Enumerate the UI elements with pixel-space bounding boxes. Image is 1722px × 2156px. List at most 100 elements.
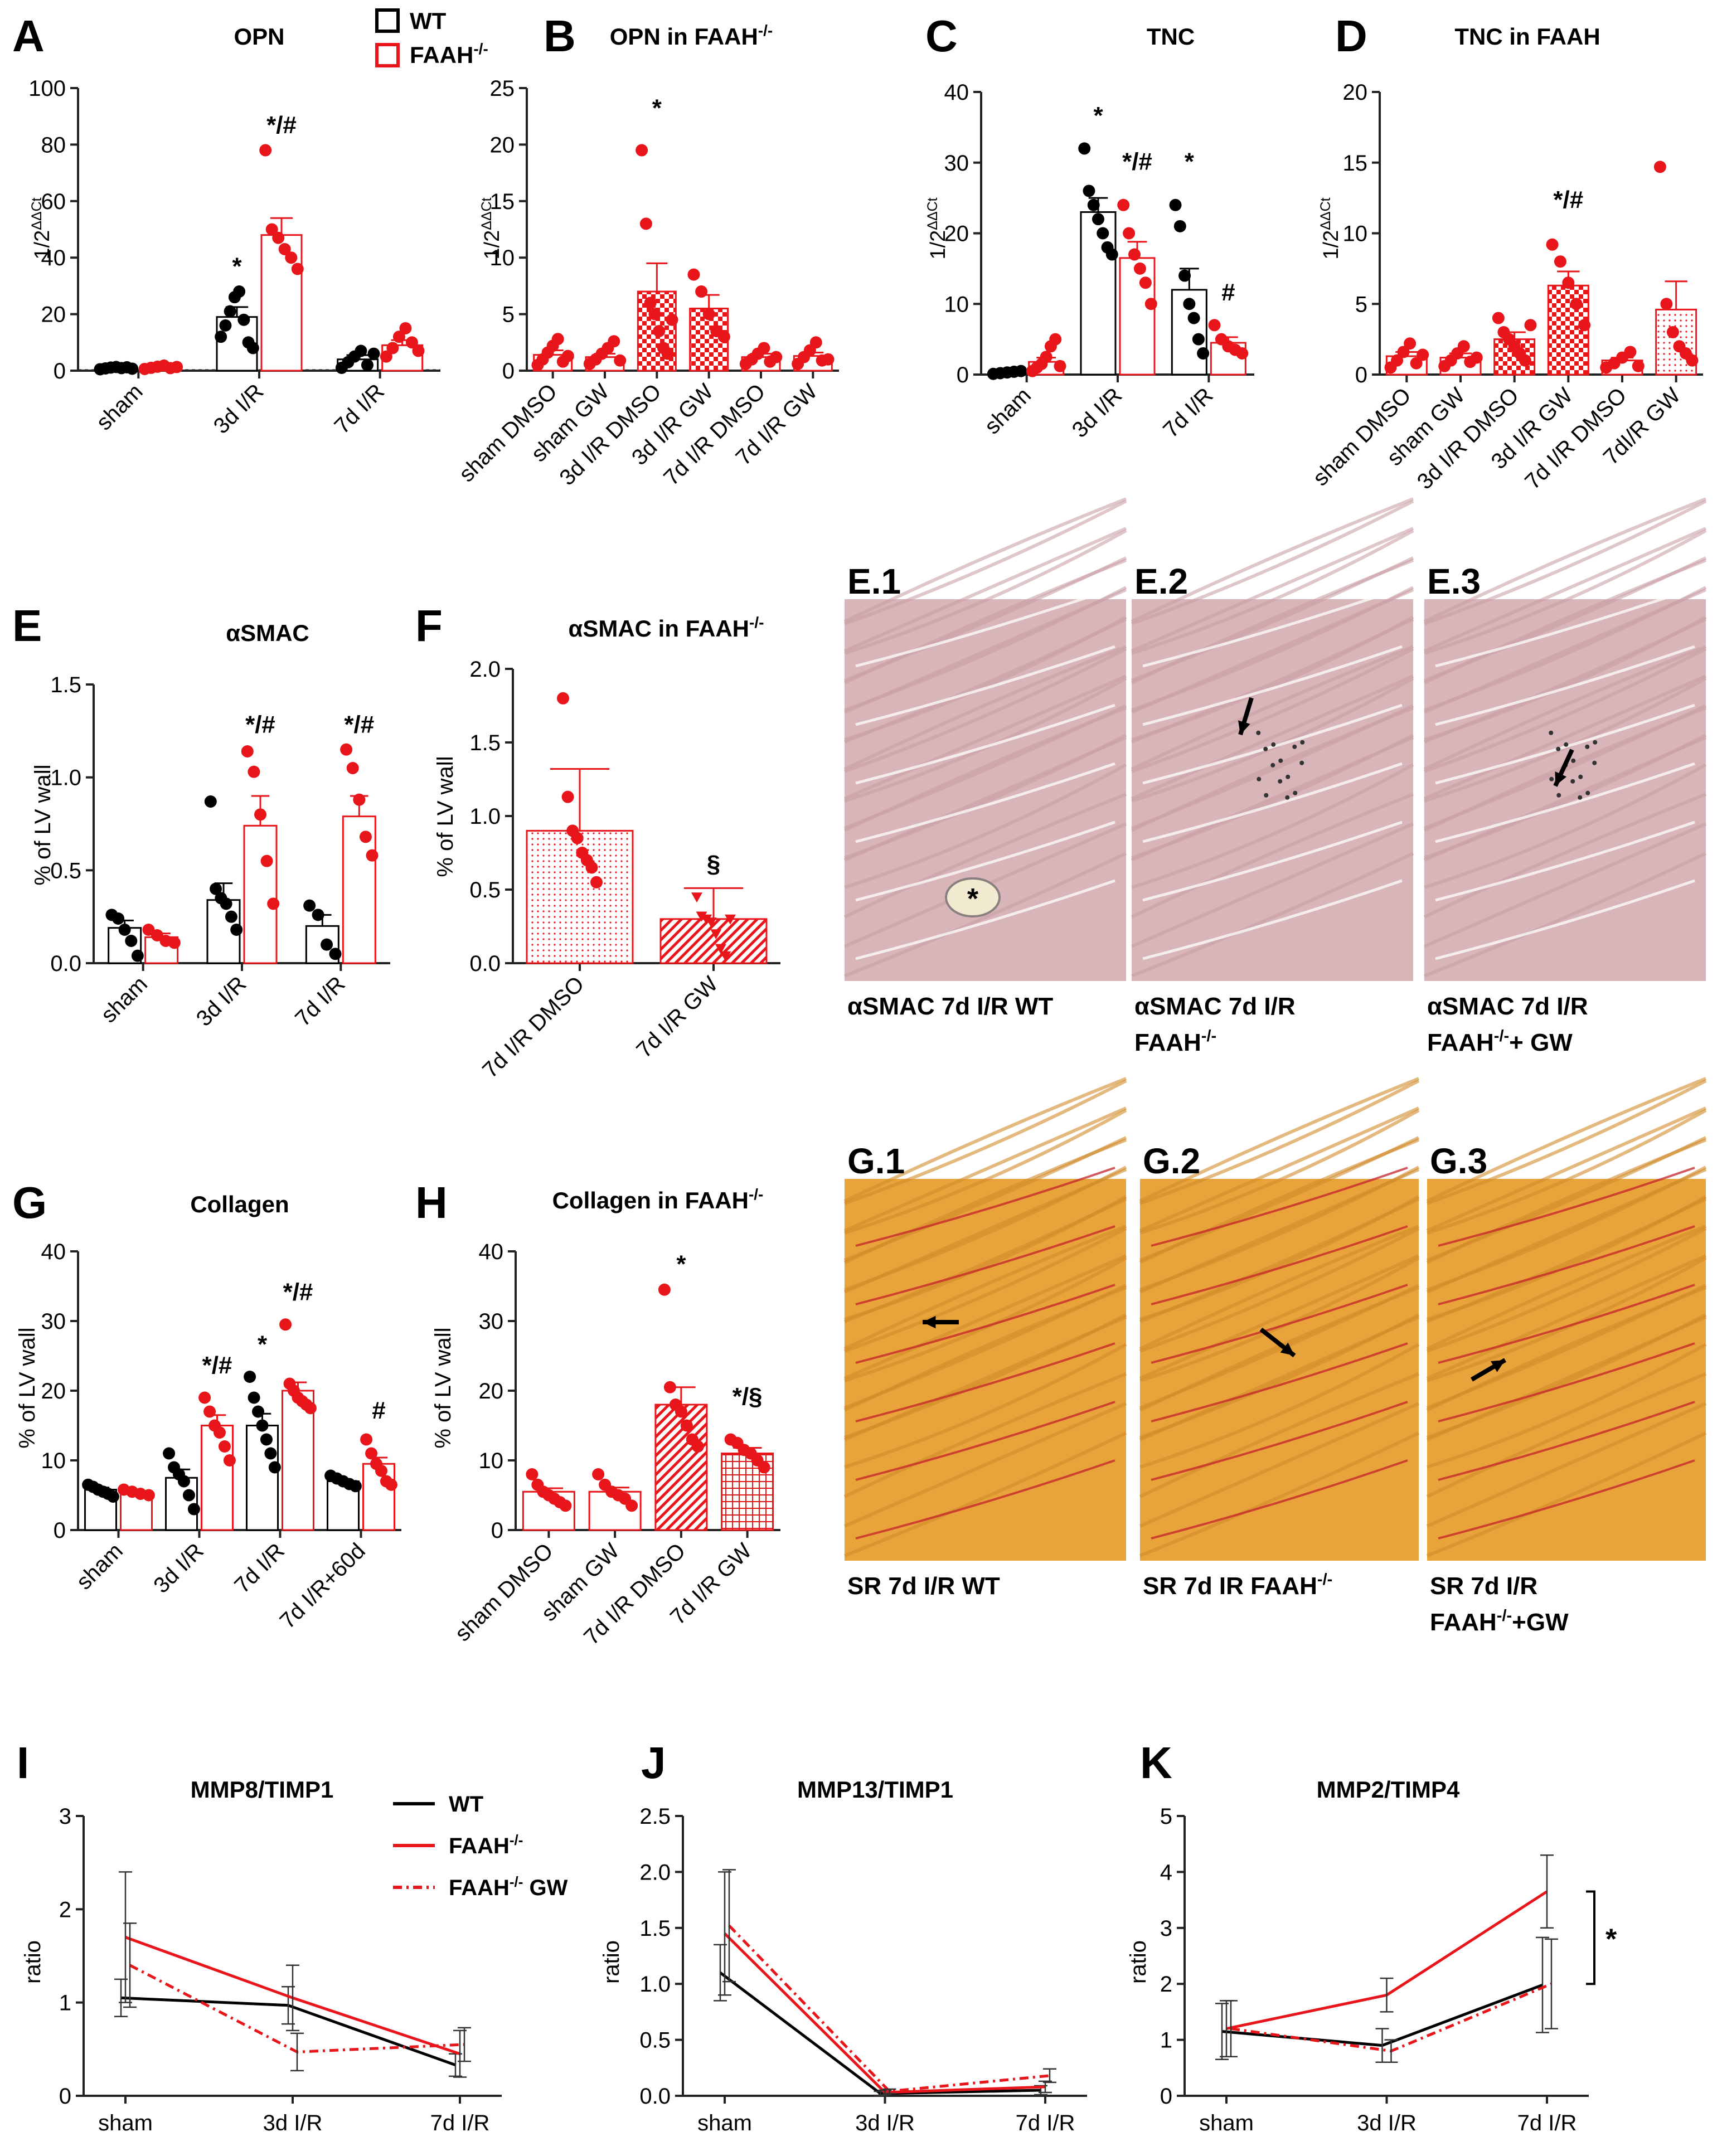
- data-point: [241, 745, 254, 757]
- data-point: [653, 325, 666, 338]
- significance-mark: #: [1221, 279, 1235, 306]
- data-point: [1015, 365, 1027, 377]
- tissue-fiber: [1139, 1227, 1420, 1353]
- significance-mark: *: [1185, 148, 1195, 175]
- data-point: [661, 347, 674, 360]
- micrograph-caption-line2-sup: -/-: [1497, 1607, 1512, 1625]
- data-point: [279, 1318, 292, 1331]
- tissue-fiber: [843, 852, 1127, 978]
- data-point: [1492, 312, 1505, 324]
- data-point: [551, 333, 564, 346]
- bar-e-3: [243, 824, 278, 964]
- panel-title-b-sup: -/-: [758, 22, 773, 39]
- stain-speck: [1263, 746, 1268, 751]
- legend-line-label-base: FAAH: [449, 1876, 510, 1900]
- tissue-fiber: [1139, 1254, 1420, 1380]
- panel-letter-a: A: [12, 11, 45, 61]
- legend-line-label: FAAH-/- GW: [449, 1873, 568, 1900]
- tissue-fiber: [843, 1372, 1127, 1498]
- data-point: [385, 1478, 397, 1491]
- y-tick-label: 0.5: [50, 858, 81, 883]
- data-point: [163, 1447, 176, 1460]
- tissue-fiber: [843, 1402, 1127, 1528]
- panel-title-i-base: MMP8/TIMP1: [191, 1776, 334, 1803]
- data-point: [256, 1419, 269, 1432]
- y-tick-label: 2.0: [469, 657, 501, 682]
- x-tick-label: 7d I/R: [1517, 2111, 1577, 2135]
- data-point: [1457, 340, 1470, 353]
- panel-title-f-sup: -/-: [749, 614, 764, 631]
- tissue-fiber: [1131, 527, 1414, 653]
- y-tick-label: 40: [41, 1240, 66, 1264]
- y-tick-label: 80: [41, 133, 66, 157]
- tissue-fiber: [1423, 588, 1707, 714]
- tissue-fiber: [1423, 674, 1707, 800]
- data-point: [267, 897, 280, 910]
- tissue-fiber: [843, 1168, 1127, 1294]
- y-tick-label: 0: [1160, 2084, 1172, 2109]
- data-point: [701, 914, 712, 925]
- tissue-fiber: [843, 674, 1127, 800]
- micrograph-caption-line2: FAAH-/-+ GW: [1427, 1027, 1573, 1056]
- tissue-fiber: [1423, 497, 1707, 623]
- y-tick-label: 40: [41, 246, 66, 270]
- tissue-fiber: [1426, 1431, 1707, 1557]
- y-tick-label: 2.5: [639, 1804, 671, 1829]
- legend-line-label-suffix: GW: [523, 1876, 567, 1900]
- micrograph-label: E.3: [1427, 561, 1481, 601]
- data-point: [219, 319, 232, 332]
- panel-letter-k: K: [1140, 1738, 1172, 1788]
- panel-title-f-base: αSMAC in FAAH: [569, 615, 749, 642]
- collagen-fiber: [1438, 1225, 1695, 1305]
- tissue-gap: [1435, 645, 1695, 726]
- arrow-head: [1238, 720, 1250, 735]
- y-tick-label: 0.5: [469, 878, 501, 902]
- tissue-gap: [1435, 586, 1695, 668]
- collagen-fiber: [1438, 1342, 1695, 1422]
- data-point: [1040, 351, 1052, 363]
- tissue-fiber: [843, 1254, 1127, 1380]
- tissue-fiber: [1139, 1197, 1420, 1323]
- y-axis-label: % of LV wall: [431, 1327, 455, 1448]
- x-tick-label: sham: [96, 972, 152, 1027]
- x-tick-label: 3d I/R: [192, 972, 251, 1031]
- data-point: [182, 1489, 195, 1502]
- panel-title-f: αSMAC in FAAH-/-: [569, 614, 764, 642]
- data-point: [171, 361, 183, 373]
- data-point: [1133, 262, 1146, 275]
- tissue-fiber: [1423, 618, 1707, 744]
- tissue-fiber: [1423, 793, 1707, 919]
- micrograph-label: G.3: [1430, 1141, 1487, 1181]
- tissue-gap: [1142, 586, 1403, 668]
- tissue-fiber: [843, 793, 1127, 919]
- series-line: [728, 1925, 1050, 2093]
- y-tick-label: 5: [502, 303, 515, 327]
- tissue-gap: [1142, 703, 1403, 785]
- tissue-gap: [855, 703, 1115, 785]
- bar-g-5: [282, 1390, 314, 1531]
- micrograph-caption-line2-suffix: + GW: [1509, 1029, 1573, 1056]
- data-point: [360, 1433, 373, 1446]
- y-tick-label: 15: [1343, 151, 1368, 176]
- data-point: [725, 914, 736, 925]
- data-point: [696, 911, 707, 922]
- data-point: [1187, 312, 1200, 324]
- data-point: [264, 1447, 277, 1460]
- data-point: [213, 1426, 226, 1439]
- x-tick-label: sham: [98, 2111, 153, 2135]
- tissue-gap: [1142, 879, 1403, 960]
- micrograph-caption: αSMAC 7d I/R: [1427, 993, 1588, 1020]
- tissue-fiber: [1131, 822, 1414, 948]
- tissue-fiber: [1131, 588, 1414, 714]
- data-point: [590, 876, 603, 888]
- data-point: [585, 861, 598, 874]
- data-point: [1183, 298, 1196, 310]
- data-point: [666, 313, 678, 326]
- stain-speck: [1578, 774, 1583, 779]
- y-axis-label-sup: ΔΔCt: [925, 197, 940, 230]
- tissue-fiber: [1424, 529, 1707, 655]
- data-point: [717, 331, 730, 343]
- tissue-fiber: [1426, 1079, 1707, 1205]
